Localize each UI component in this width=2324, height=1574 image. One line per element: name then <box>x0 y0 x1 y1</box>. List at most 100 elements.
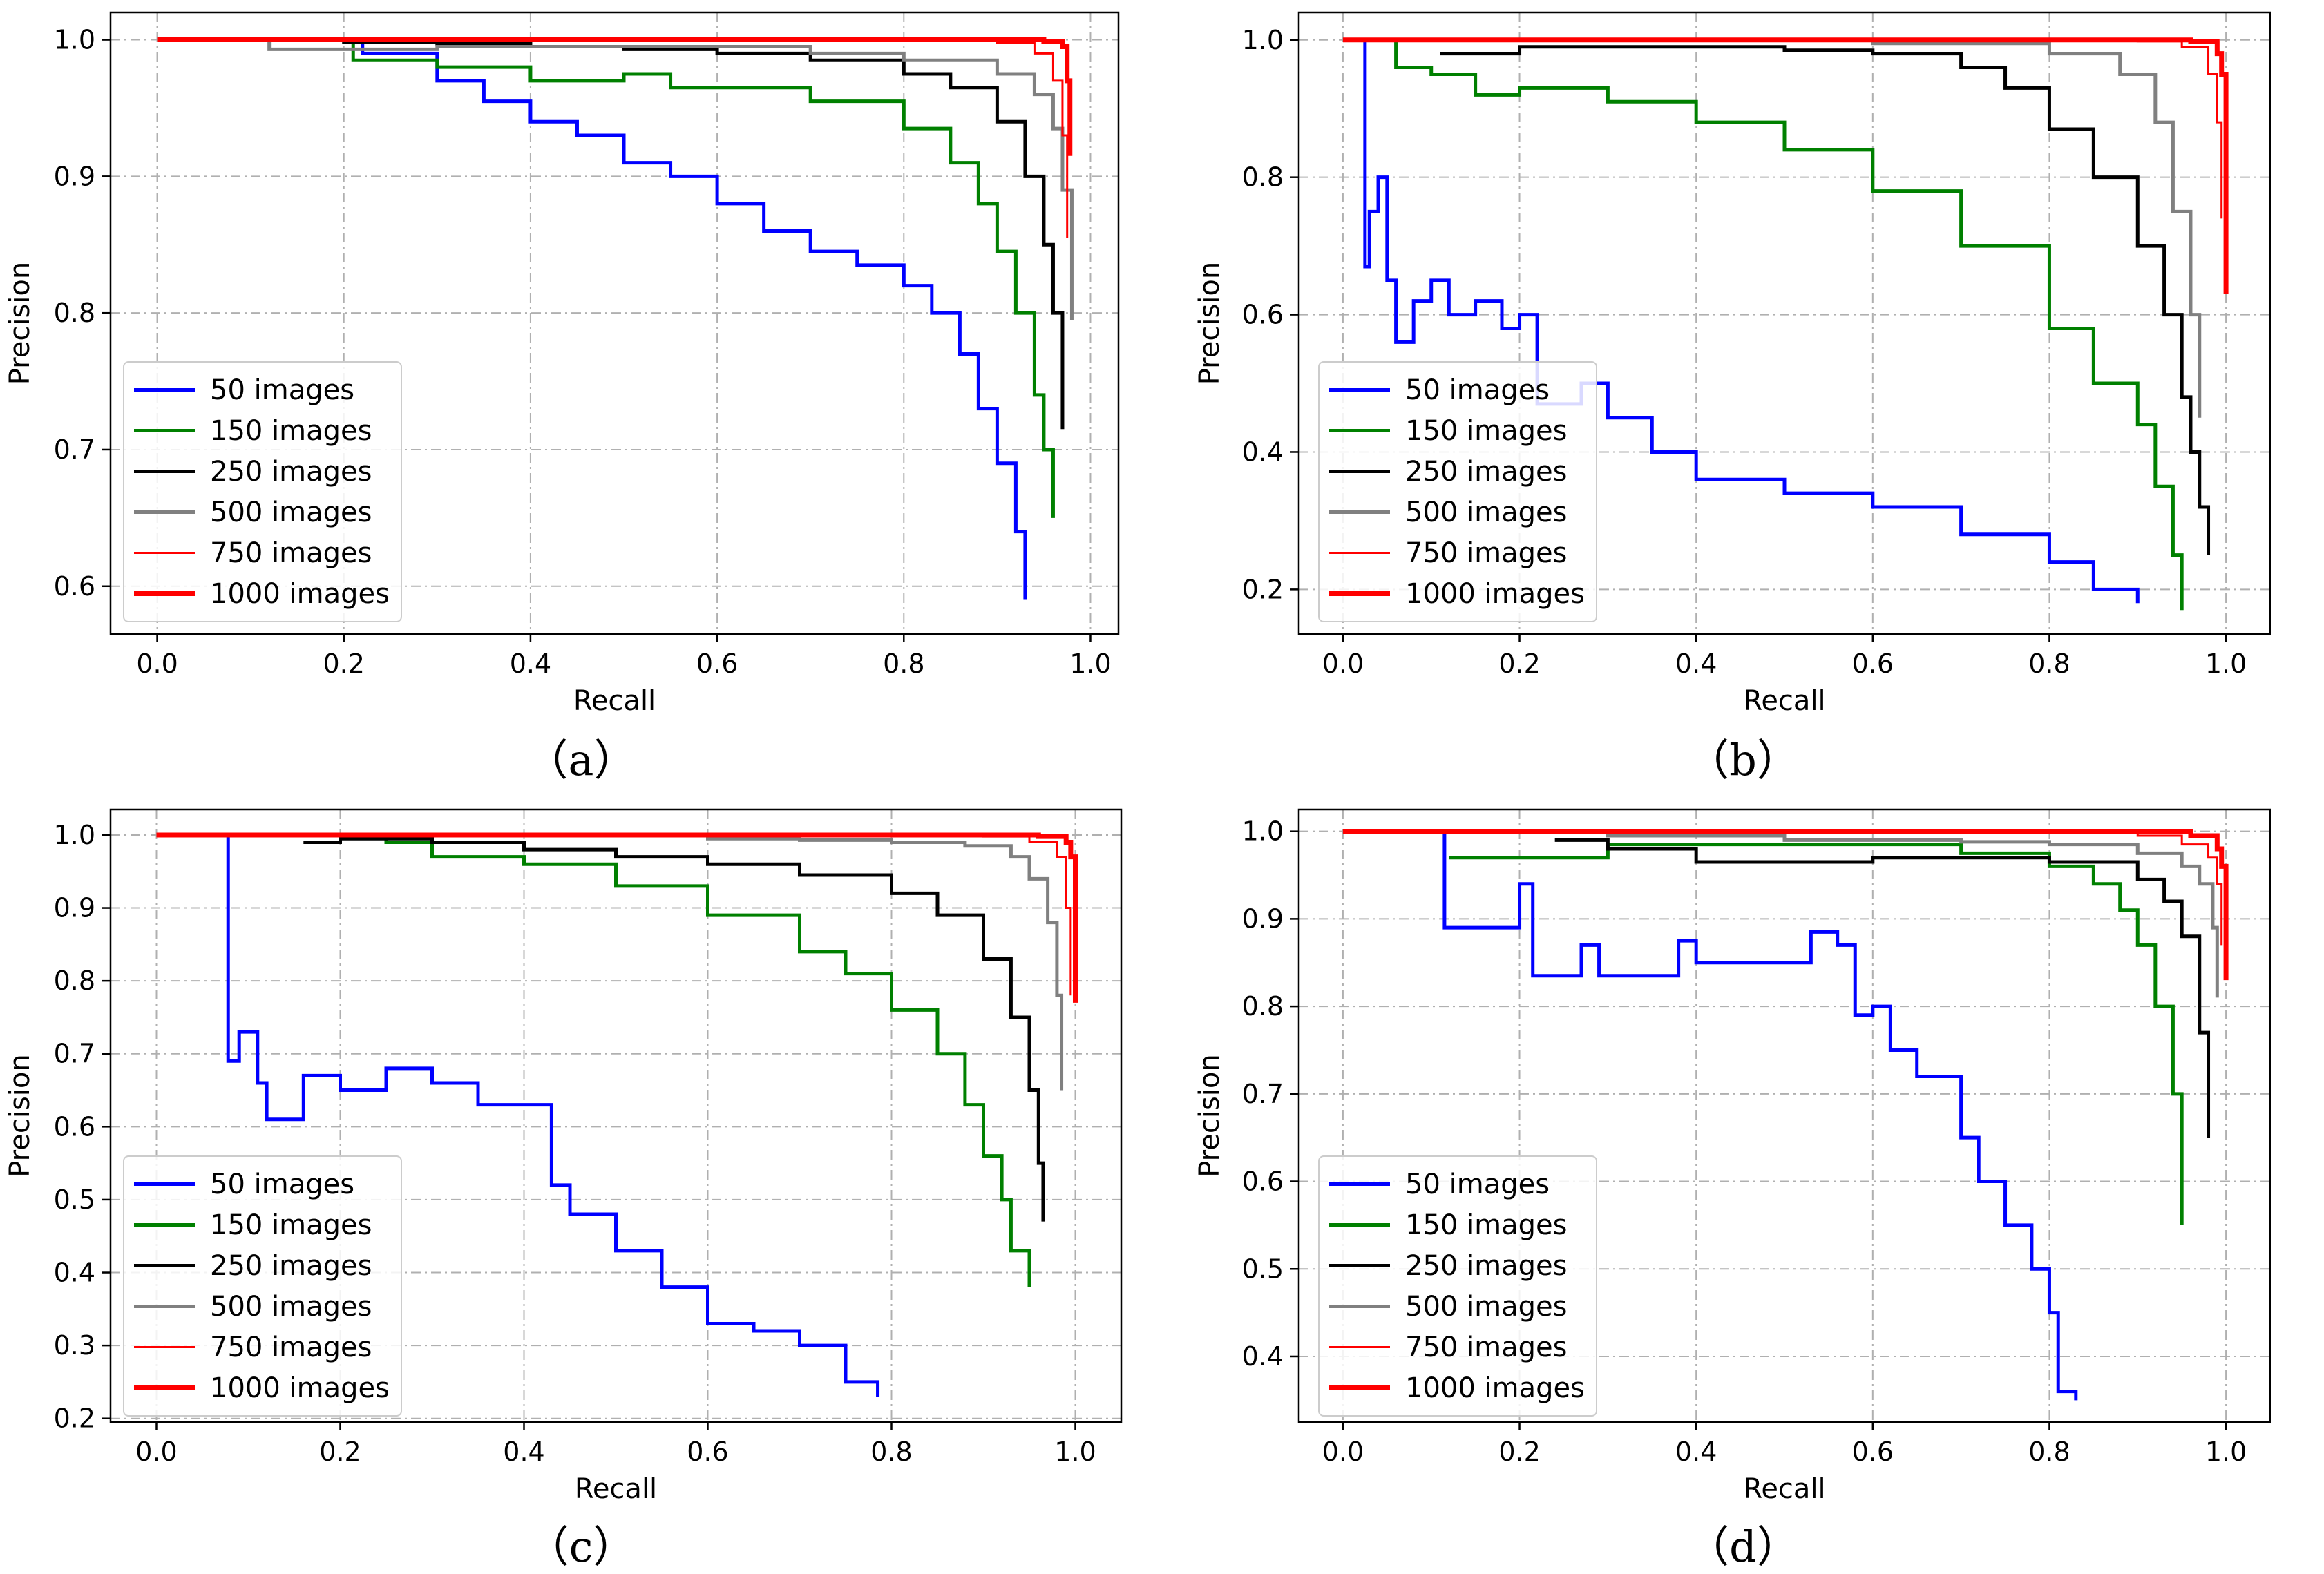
x-tick-label-b: 0.2 <box>1498 649 1540 679</box>
legend-entry: 150 images <box>1329 1205 1585 1245</box>
y-tick-label-d: 0.4 <box>1242 1341 1284 1372</box>
caption-b: （b） <box>1686 735 1800 785</box>
y-tick-label-c: 1.0 <box>54 820 95 850</box>
legend-swatch <box>1329 470 1390 473</box>
y-tick-label-d: 0.7 <box>1242 1079 1284 1109</box>
legend-label: 50 images <box>210 374 355 406</box>
legend-label: 150 images <box>1405 414 1568 447</box>
legend-swatch <box>134 470 195 473</box>
chart-panel-a: 0.0 0.2 0.4 0.6 0.8 1.0 0.6 0.7 0.8 0.9 1.0 Recall P… <box>0 0 1162 786</box>
legend-entry: 150 images <box>1329 410 1585 451</box>
legend-entry: 750 images <box>1329 532 1585 573</box>
x-tick-label-b: 0.8 <box>2028 649 2070 679</box>
y-tick-label-d: 0.5 <box>1242 1254 1284 1284</box>
legend-swatch <box>1329 510 1390 514</box>
y-tick-label-c: 0.6 <box>54 1111 95 1142</box>
x-tick-label-a: 0.2 <box>323 649 365 679</box>
legend-entry: 250 images <box>134 1245 390 1286</box>
plot-area-c: 0.0 0.2 0.4 0.6 0.8 1.0 0.2 0.3 0.4 0.5 0.6 0.7 0.8 0… <box>4 808 1123 1505</box>
chart-panel-c: 0.0 0.2 0.4 0.6 0.8 1.0 0.2 0.3 0.4 0.5 0.6 0.7 0.8 0… <box>0 787 1162 1573</box>
y-tick-label-c: 0.5 <box>54 1184 95 1215</box>
series-line-1000-images-c <box>156 832 1078 1003</box>
plot-area-b: 0.0 0.2 0.4 0.6 0.8 1.0 0.2 0.4 0.6 0.8 1.0 Recall P… <box>1194 11 2271 717</box>
legend-label: 150 images <box>210 1209 372 1241</box>
legend-swatch <box>1329 552 1390 554</box>
legend-label: 50 images <box>1405 1168 1550 1200</box>
y-tick-label-c: 0.8 <box>54 966 95 996</box>
x-tick-label-c: 0.6 <box>687 1437 728 1467</box>
legend-label: 750 images <box>1405 1331 1568 1363</box>
x-tick-label-d: 0.0 <box>1322 1437 1364 1467</box>
x-axis-label-b: Recall <box>1743 685 1825 717</box>
legend-d: 50 images 150 images 250 images 500 images 7… <box>1318 1155 1597 1417</box>
legend-entry: 1000 images <box>1329 1367 1585 1408</box>
legend-entry: 150 images <box>134 1205 390 1245</box>
legend-label: 1000 images <box>210 577 390 610</box>
legend-label: 500 images <box>1405 1290 1568 1323</box>
legend-label: 750 images <box>1405 537 1568 569</box>
legend-swatch <box>1329 1305 1390 1308</box>
legend-swatch <box>1329 1264 1390 1267</box>
legend-label: 1000 images <box>1405 577 1585 610</box>
y-tick-label-a: 1.0 <box>54 25 95 55</box>
legend-entry: 1000 images <box>134 573 390 614</box>
legend-swatch <box>1329 1223 1390 1227</box>
series-line-500-images-a <box>157 38 1074 320</box>
legend-swatch <box>134 429 195 432</box>
legend-label: 250 images <box>210 455 372 488</box>
legend-label: 500 images <box>210 1290 372 1323</box>
y-tick-label-d: 0.9 <box>1242 903 1284 934</box>
series-line-500-images-d <box>1342 829 2219 998</box>
x-tick-label-d: 0.6 <box>1852 1437 1894 1467</box>
series-line-150-images-c <box>312 833 1031 1287</box>
x-tick-label-b: 1.0 <box>2205 649 2247 679</box>
y-axis-label-d: Precision <box>1194 1054 1226 1177</box>
legend-entry: 250 images <box>1329 451 1585 492</box>
legend-entry: 500 images <box>1329 1286 1585 1327</box>
legend-entry: 50 images <box>134 1164 390 1205</box>
series-line-1000-images-b <box>1342 37 2229 294</box>
plot-area-d: 0.0 0.2 0.4 0.6 0.8 1.0 0.4 0.5 0.6 0.7 0.8 0.9 1.0 R… <box>1194 808 2271 1505</box>
y-tick-label-b: 0.8 <box>1242 162 1284 193</box>
series-line-50-images-b <box>1360 38 2140 604</box>
plot-frame-b <box>1297 11 2271 635</box>
legend-b: 50 images 150 images 250 images 500 images 7… <box>1318 361 1597 622</box>
legend-label: 50 images <box>210 1168 355 1200</box>
x-tick-label-a: 0.6 <box>696 649 738 679</box>
x-tick-label-a: 1.0 <box>1069 649 1111 679</box>
plot-frame-c <box>109 808 1123 1423</box>
series-line-250-images-d <box>1554 838 2211 1138</box>
y-tick-label-d: 0.8 <box>1242 991 1284 1021</box>
series-line-150-images-a <box>157 38 1055 518</box>
legend-entry: 250 images <box>134 451 390 492</box>
legend-a: 50 images 150 images 250 images 500 images 7… <box>123 361 402 622</box>
series-line-750-images-c <box>156 834 1072 996</box>
x-axis-label-c: Recall <box>575 1473 657 1505</box>
legend-entry: 50 images <box>134 369 390 410</box>
x-tick-label-a: 0.4 <box>510 649 551 679</box>
x-tick-label-b: 0.6 <box>1852 649 1894 679</box>
y-tick-label-d: 1.0 <box>1242 816 1284 847</box>
x-tick-label-c: 0.2 <box>319 1437 361 1467</box>
legend-label: 500 images <box>1405 496 1568 528</box>
x-tick-label-a: 0.0 <box>136 649 178 679</box>
y-tick-label-a: 0.7 <box>54 434 95 465</box>
legend-swatch <box>134 1264 195 1267</box>
legend-c: 50 images 150 images 250 images 500 images 7… <box>123 1155 402 1417</box>
legend-swatch <box>134 1182 195 1186</box>
legend-swatch <box>1329 388 1390 392</box>
y-tick-label-a: 0.6 <box>54 571 95 602</box>
caption-c: （c） <box>526 1522 636 1572</box>
legend-entry: 500 images <box>134 1286 390 1327</box>
legend-label: 250 images <box>210 1249 372 1282</box>
series-line-50-images-a <box>157 38 1027 600</box>
y-axis-label-b: Precision <box>1194 262 1226 385</box>
legend-swatch <box>1329 1385 1390 1390</box>
legend-label: 50 images <box>1405 374 1550 406</box>
chart-panel-d: 0.0 0.2 0.4 0.6 0.8 1.0 0.4 0.5 0.6 0.7 0.8 0.9 1.0 R… <box>1162 787 2324 1573</box>
x-tick-label-c: 0.0 <box>135 1437 177 1467</box>
y-tick-label-b: 0.4 <box>1242 436 1284 467</box>
x-axis-label-d: Recall <box>1743 1473 1825 1505</box>
legend-label: 750 images <box>210 537 372 569</box>
caption-d: （d） <box>1686 1522 1800 1572</box>
